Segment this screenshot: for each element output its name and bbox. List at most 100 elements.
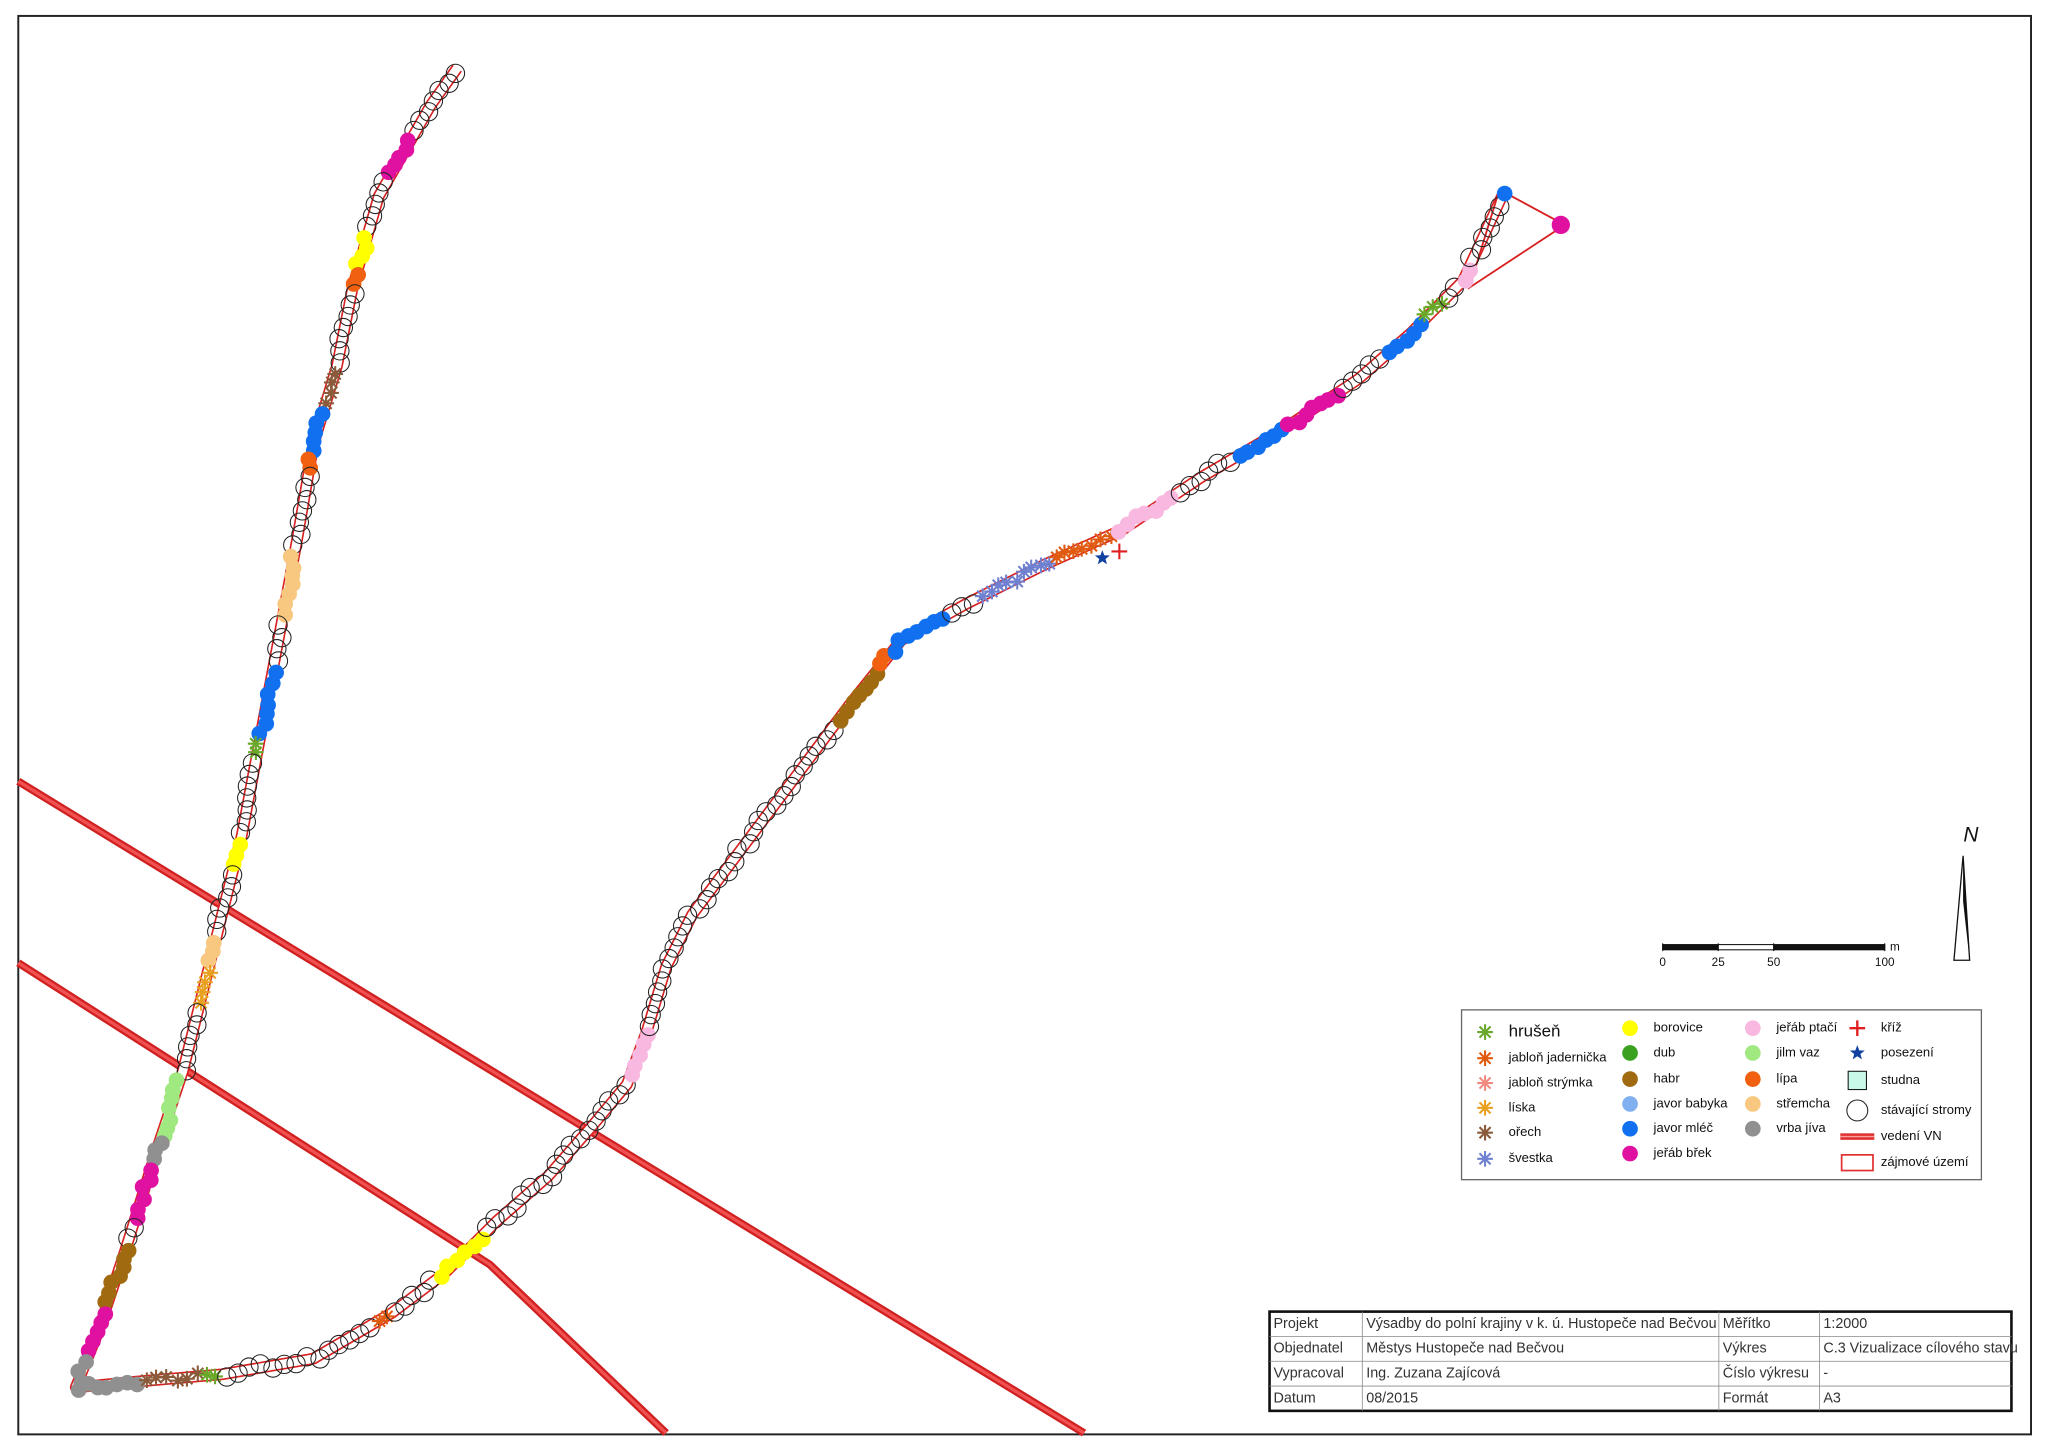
asterisk-symbol — [199, 1366, 215, 1383]
asterisk-symbol — [1065, 543, 1082, 560]
existing-tree-symbol — [349, 1323, 370, 1344]
legend-label: dub — [1654, 1044, 1676, 1059]
dot-symbol — [225, 856, 242, 872]
title-block-cell: A3 — [1823, 1390, 1841, 1406]
existing-tree-symbol — [1846, 1099, 1869, 1122]
legend-label: ořech — [1509, 1124, 1542, 1139]
title-block-cell: Výsadby do polní krajiny v k. ú. Hustope… — [1366, 1316, 1716, 1332]
asterisk-symbol — [170, 1372, 186, 1389]
title-block: Projekt Výsadby do polní krajiny v k. ú. … — [1268, 1310, 2018, 1413]
legend-label: javor mléč — [1653, 1120, 1714, 1135]
dot-symbol — [302, 460, 319, 476]
scale-label: 100 — [1875, 956, 1895, 969]
power-lines — [16, 777, 1087, 1437]
existing-tree-symbol — [373, 172, 393, 192]
asterisk-symbol — [1009, 573, 1026, 590]
existing-tree-symbol — [520, 1177, 540, 1198]
asterisk-symbol — [327, 366, 344, 382]
asterisk-symbol — [990, 577, 1007, 594]
title-block-cell: Vypracoval — [1273, 1365, 1344, 1381]
existing-tree-symbol — [250, 1354, 270, 1374]
title-block-cell: - — [1823, 1365, 1828, 1381]
existing-tree-symbol — [340, 1330, 360, 1350]
asterisk-symbol — [194, 984, 211, 1000]
dot-symbol — [1744, 1045, 1761, 1061]
legend-label: jeřáb břek — [1653, 1145, 1712, 1160]
dot-symbol — [1622, 1096, 1638, 1112]
asterisk-symbol — [1477, 1024, 1493, 1040]
existing-tree-symbol — [727, 838, 747, 859]
title-block-cell: Výkres — [1723, 1341, 1767, 1357]
dot-symbol — [1551, 215, 1570, 235]
title-block-cell: Formát — [1723, 1390, 1768, 1406]
existing-tree-symbol — [124, 1218, 144, 1238]
dot-symbol — [1279, 416, 1296, 433]
legend-label: jeřáb ptačí — [1775, 1020, 1837, 1035]
existing-tree-symbol — [267, 639, 287, 659]
dot-symbol — [380, 164, 397, 181]
existing-tree-symbol — [641, 1005, 661, 1025]
existing-tree-symbol — [330, 353, 350, 373]
existing-tree-symbol — [445, 63, 466, 84]
existing-tree-symbol — [318, 1340, 339, 1360]
existing-tree-symbol — [291, 524, 311, 545]
existing-tree-symbol — [423, 91, 444, 111]
asterisk-symbol — [1016, 563, 1032, 580]
existing-tree-symbol — [1180, 475, 1200, 496]
existing-tree-symbol — [1207, 453, 1228, 474]
legend-label: habr — [1654, 1071, 1681, 1086]
title-block-cell: C.3 Vizualizace cílového stavu — [1823, 1341, 2018, 1357]
asterisk-symbol — [1424, 299, 1441, 315]
existing-tree-symbol — [639, 1016, 660, 1037]
title-block-cell: Číslo výkresu — [1723, 1364, 1809, 1381]
existing-tree-symbol — [329, 329, 349, 349]
existing-tree-symbol — [817, 730, 837, 750]
dot-symbol — [277, 596, 294, 612]
existing-tree-symbol — [1480, 218, 1500, 238]
legend-box — [1460, 1009, 1983, 1181]
legend-label: jabloň strýmka — [1508, 1074, 1594, 1089]
existing-tree-symbol — [485, 1209, 505, 1229]
title-block-cell: Projekt — [1273, 1316, 1318, 1332]
scale-unit: m — [1890, 940, 1900, 953]
existing-tree-symbol — [385, 1302, 405, 1322]
scale-bar: 0 25 50 100 m — [1659, 940, 1900, 969]
existing-tree-symbol — [272, 628, 292, 648]
map-frame — [17, 14, 2032, 1436]
route-end — [1467, 188, 1567, 290]
existing-tree-symbol — [553, 1145, 574, 1165]
star-symbol — [1094, 550, 1110, 565]
asterisk-symbol — [148, 1369, 164, 1386]
dot-symbol — [134, 1178, 151, 1195]
scale-segment — [1717, 944, 1775, 951]
dot-symbol — [1622, 1145, 1638, 1162]
existing-tree-symbol — [1439, 288, 1459, 308]
existing-tree-symbol — [740, 834, 760, 854]
existing-tree-symbol — [668, 927, 688, 947]
asterisk-symbol — [189, 1365, 206, 1382]
existing-tree-symbol — [586, 1111, 606, 1131]
existing-tree-symbol — [187, 1015, 207, 1035]
existing-tree-symbol — [176, 1049, 197, 1069]
asterisk-symbol — [1056, 544, 1073, 561]
existing-tree-symbol — [286, 1353, 306, 1374]
existing-tree-symbol — [222, 865, 243, 885]
existing-tree-symbol — [507, 1198, 527, 1218]
dot-symbol — [1744, 1120, 1761, 1137]
existing-tree-symbol — [799, 746, 819, 766]
existing-tree-symbol — [598, 1091, 619, 1111]
asterisk-symbol — [1048, 549, 1065, 566]
asterisk-symbol — [1092, 531, 1109, 548]
dot-symbol — [1136, 505, 1153, 522]
asterisk-symbol — [247, 735, 264, 752]
existing-tree-symbol — [237, 776, 258, 796]
existing-tree-symbol — [1460, 247, 1480, 268]
dot-symbol — [1622, 1071, 1638, 1087]
dot-symbol — [475, 1231, 491, 1248]
asterisk-symbol — [248, 744, 264, 761]
existing-tree-symbol — [242, 753, 263, 773]
existing-tree-symbol — [237, 788, 257, 808]
asterisk-symbol — [371, 1313, 388, 1329]
